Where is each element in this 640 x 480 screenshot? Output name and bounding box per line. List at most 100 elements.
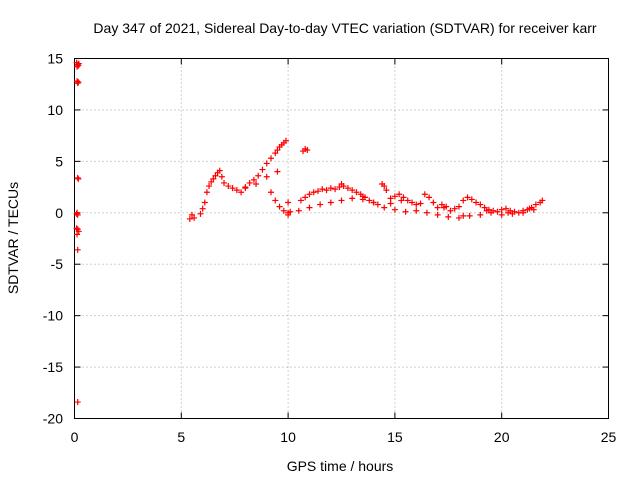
data-point: [74, 61, 81, 68]
data-point: [282, 137, 289, 144]
x-tick-label: 0: [71, 429, 79, 445]
data-point: [297, 197, 304, 204]
data-point: [502, 205, 509, 212]
data-point: [455, 214, 462, 221]
data-point: [477, 211, 484, 218]
data-point: [285, 199, 292, 206]
data-point: [206, 183, 213, 190]
x-axis-label: GPS time / hours: [287, 458, 394, 474]
data-point: [203, 189, 210, 196]
data-point: [274, 168, 281, 175]
data-point: [306, 204, 313, 211]
data-point: [255, 172, 262, 179]
data-point: [302, 194, 309, 201]
data-point: [359, 193, 366, 200]
data-point: [75, 60, 82, 67]
data-point: [349, 195, 356, 202]
y-axis-ticks: -20 -15 -10 -5 0 5 10 15: [43, 51, 609, 427]
data-point: [387, 200, 394, 207]
data-point: [402, 208, 409, 215]
data-point: [423, 209, 430, 216]
data-point: [498, 206, 505, 213]
y-tick-label: -20: [43, 411, 63, 427]
data-point: [400, 194, 407, 201]
data-point: [438, 201, 445, 208]
data-point: [383, 187, 390, 194]
data-point: [381, 183, 388, 190]
data-point: [441, 204, 448, 211]
data-point: [381, 204, 388, 211]
data-point: [221, 179, 228, 186]
data-point: [73, 225, 80, 232]
data-point: [263, 173, 270, 180]
data-point: [434, 211, 441, 218]
data-point: [336, 184, 343, 191]
data-point: [253, 180, 260, 187]
data-point: [74, 231, 81, 238]
data-point: [404, 197, 411, 204]
data-point: [460, 212, 467, 219]
y-tick-label: 10: [47, 102, 63, 118]
data-point: [526, 205, 533, 212]
data-point: [74, 246, 81, 253]
data-point: [391, 193, 398, 200]
data-point: [505, 209, 512, 216]
data-point: [353, 189, 360, 196]
data-point: [391, 206, 398, 213]
data-point: [263, 160, 270, 167]
plot-frame: [74, 58, 609, 419]
data-point: [483, 207, 490, 214]
data-point: [421, 191, 428, 198]
data-point: [268, 189, 275, 196]
data-point: [238, 189, 245, 196]
data-point: [447, 207, 454, 214]
data-point: [460, 197, 467, 204]
data-point: [327, 185, 334, 192]
y-tick-label: 15: [47, 51, 63, 67]
data-point: [451, 205, 458, 212]
data-point: [477, 201, 484, 208]
y-axis-label: SDTVAR / TECUs: [5, 182, 21, 294]
data-point: [319, 186, 326, 193]
data-point: [268, 155, 275, 162]
x-tick-label: 10: [280, 429, 296, 445]
data-point: [455, 203, 462, 210]
data-point: [75, 228, 82, 235]
x-tick-label: 25: [601, 429, 617, 445]
data-point: [272, 197, 279, 204]
data-point: [481, 204, 488, 211]
data-point: [310, 189, 317, 196]
data-point: [370, 199, 377, 206]
y-tick-label: -5: [51, 256, 64, 272]
data-point: [532, 201, 539, 208]
data-point: [75, 79, 82, 86]
chart-title: Day 347 of 2021, Sidereal Day-to-day VTE…: [93, 20, 596, 36]
x-tick-label: 15: [387, 429, 403, 445]
data-points: [73, 59, 546, 406]
x-tick-label: 20: [494, 429, 510, 445]
data-point: [387, 195, 394, 202]
data-point: [74, 399, 81, 406]
data-point: [344, 185, 351, 192]
data-point: [201, 199, 208, 206]
data-point: [285, 209, 292, 216]
data-point: [520, 209, 527, 216]
data-point: [494, 208, 501, 215]
data-point: [259, 166, 266, 173]
data-point: [212, 172, 219, 179]
data-point: [74, 80, 81, 87]
data-point: [280, 207, 287, 214]
data-point: [349, 187, 356, 194]
data-point: [74, 211, 81, 218]
y-tick-label: 0: [55, 205, 63, 221]
data-point: [199, 205, 206, 212]
data-point: [374, 201, 381, 208]
x-axis-ticks: 0 5 10 15 20 25: [71, 58, 617, 445]
y-tick-label: -15: [43, 359, 63, 375]
data-point: [197, 210, 204, 217]
data-point: [272, 150, 279, 157]
data-point: [466, 212, 473, 219]
data-point: [225, 183, 232, 190]
data-point: [233, 187, 240, 194]
data-point: [250, 176, 257, 183]
